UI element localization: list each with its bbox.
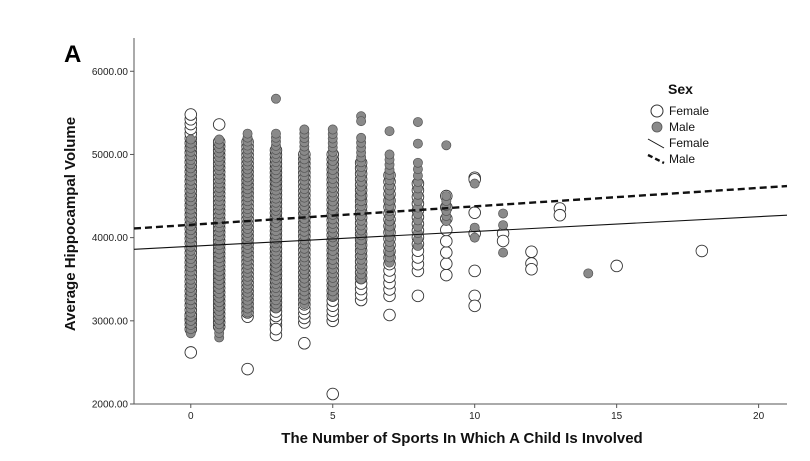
male-point [412, 117, 423, 127]
male-point [242, 128, 253, 139]
legend-female-marker [650, 104, 664, 118]
female-point [440, 257, 453, 271]
female-point [298, 337, 311, 350]
x-tick-label: 15 [611, 411, 623, 422]
female-point [184, 346, 198, 359]
female-point [212, 118, 226, 131]
female-point [468, 264, 481, 278]
male-point [214, 134, 225, 145]
female-point [440, 268, 453, 282]
y-tick-label: 6000.00 [92, 67, 129, 78]
female-point [468, 206, 481, 219]
male-point [185, 134, 196, 145]
female-point [326, 387, 339, 401]
female-point [695, 244, 709, 258]
male-point [469, 222, 480, 233]
male-point [441, 140, 452, 151]
female-point [269, 322, 283, 336]
x-tick-label: 5 [330, 411, 336, 422]
male-point [271, 93, 281, 104]
tick-labels: 0 5 10 15 20 2000.00 3000.00 4000.00 5000.00 6000… [92, 67, 765, 422]
x-tick-label: 0 [188, 411, 194, 422]
legend-male-line [647, 153, 665, 165]
female-point [241, 362, 254, 376]
legend-female-line [647, 138, 665, 149]
x-tick-label: 20 [753, 411, 765, 422]
female-fit-line [133, 214, 788, 250]
y-axis-title: Average Hippocampal Volume [62, 117, 79, 331]
female-point [468, 299, 481, 313]
female-point [440, 246, 453, 259]
y-tick-label: 4000.00 [92, 233, 129, 244]
female-point [440, 234, 453, 248]
legend-male-marker [651, 121, 663, 133]
male-point [412, 157, 423, 168]
female-point [383, 308, 396, 322]
male-point [384, 149, 395, 160]
legend-male-line-label: Male [669, 152, 695, 166]
male-point [412, 138, 423, 149]
x-tick-label: 10 [469, 411, 481, 422]
female-point [525, 262, 538, 276]
female-point [553, 208, 567, 222]
y-tick-label: 5000.00 [92, 150, 129, 161]
male-point [583, 268, 594, 279]
male-points [185, 93, 594, 343]
male-point [498, 208, 509, 219]
male-point [498, 247, 509, 258]
panel-label: A [64, 41, 81, 68]
fit-lines [133, 184, 788, 250]
male-point [356, 116, 367, 127]
legend-title: Sex [668, 81, 693, 97]
male-fit-line [133, 184, 788, 230]
female-point [184, 108, 198, 121]
female-point [525, 245, 538, 259]
legend: Sex Female Male Female Male [647, 81, 709, 166]
male-point [469, 232, 480, 243]
x-axis-title: The Number of Sports In Which A Child Is… [281, 430, 642, 447]
y-tick-label: 2000.00 [92, 400, 129, 411]
y-tick-label: 3000.00 [92, 316, 129, 327]
male-point [384, 126, 395, 137]
male-point [441, 191, 452, 201]
legend-female-points-label: Female [669, 104, 709, 118]
legend-male-points-label: Male [669, 120, 695, 134]
male-point [299, 124, 310, 135]
female-points [184, 108, 709, 401]
female-point [610, 259, 623, 273]
male-point [356, 132, 367, 143]
male-point [469, 178, 480, 189]
female-point [411, 289, 425, 303]
axes [130, 38, 787, 408]
male-point [498, 220, 509, 231]
male-point [271, 128, 281, 139]
legend-female-line-label: Female [669, 136, 709, 150]
female-point [496, 234, 510, 248]
male-point [327, 124, 338, 135]
